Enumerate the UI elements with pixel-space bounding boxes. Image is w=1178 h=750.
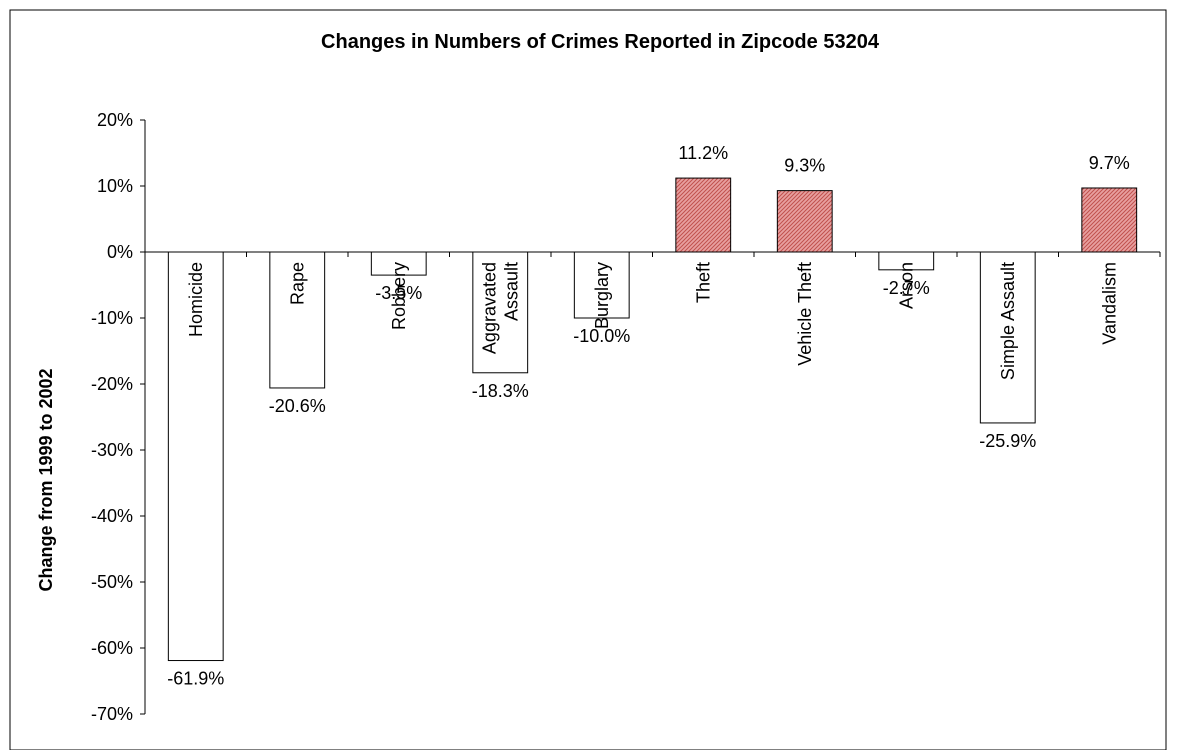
category-label: Rape [287, 262, 307, 305]
category-label-line: Rape [287, 262, 307, 305]
y-tick-label: -20% [91, 374, 133, 394]
data-labels: -61.9% -20.6% -3.5% -18.3% -10.0% 11.2% 9.3% -2… [167, 143, 1130, 688]
category-label-line: Robbery [389, 262, 409, 330]
data-label: -25.9% [979, 431, 1036, 451]
category-label: Burglary [592, 262, 612, 329]
y-tick-label: 0% [107, 242, 133, 262]
bar [167, 251, 224, 662]
bar [573, 251, 630, 319]
data-label: -18.3% [472, 381, 529, 401]
category-label: Homicide [186, 262, 206, 337]
bar [776, 190, 833, 253]
category-label-line: Vandalism [1099, 262, 1119, 345]
bar [979, 251, 1036, 424]
x-axis [144, 251, 1161, 257]
category-label: Theft [693, 262, 713, 303]
chart-title: Changes in Numbers of Crimes Reported in… [321, 31, 880, 53]
category-label: Simple Assault [998, 262, 1018, 380]
category-label-line: Theft [693, 262, 713, 303]
data-label: -61.9% [167, 669, 224, 689]
y-tick-label: 20% [97, 110, 133, 130]
category-label: Vehicle Theft [795, 262, 815, 366]
y-tick-label: -60% [91, 638, 133, 658]
category-label-line: Assault [501, 262, 521, 321]
bar [675, 177, 732, 253]
category-label-line: Homicide [186, 262, 206, 337]
y-tick-label: -30% [91, 440, 133, 460]
data-label: -3.5% [375, 283, 422, 303]
bars [167, 177, 1138, 662]
y-tick-label: -70% [91, 704, 133, 724]
category-label-line: Burglary [592, 262, 612, 329]
category-label: Arson [896, 262, 916, 309]
data-label: 11.2% [678, 143, 728, 163]
y-tick-label: -10% [91, 308, 133, 328]
data-label: -10.0% [573, 326, 630, 346]
y-tick-label: -50% [91, 572, 133, 592]
category-label: Aggravated Assault [479, 262, 521, 354]
y-tick-label: -40% [91, 506, 133, 526]
data-label: -2.7% [883, 278, 930, 298]
bar [472, 251, 529, 374]
category-label: Vandalism [1099, 262, 1119, 345]
data-label: -20.6% [269, 396, 326, 416]
data-label: 9.3% [784, 156, 825, 176]
bar [1081, 187, 1138, 253]
category-label-line: Arson [896, 262, 916, 309]
data-label: 9.7% [1089, 153, 1130, 173]
category-label-line: Simple Assault [998, 262, 1018, 380]
bar [269, 251, 326, 389]
y-axis: 20% 10% 0% -10% -20% -30% -40% -50% -60% -70% [91, 110, 146, 724]
category-label-line: Aggravated [479, 262, 499, 354]
y-tick-label: 10% [97, 176, 133, 196]
category-label-line: Vehicle Theft [795, 262, 815, 366]
category-labels: Homicide Rape Robbery Aggravated Assault Burg… [186, 262, 1120, 380]
category-label: Robbery [389, 262, 409, 330]
y-axis-label: Change from 1999 to 2002 [36, 368, 56, 591]
